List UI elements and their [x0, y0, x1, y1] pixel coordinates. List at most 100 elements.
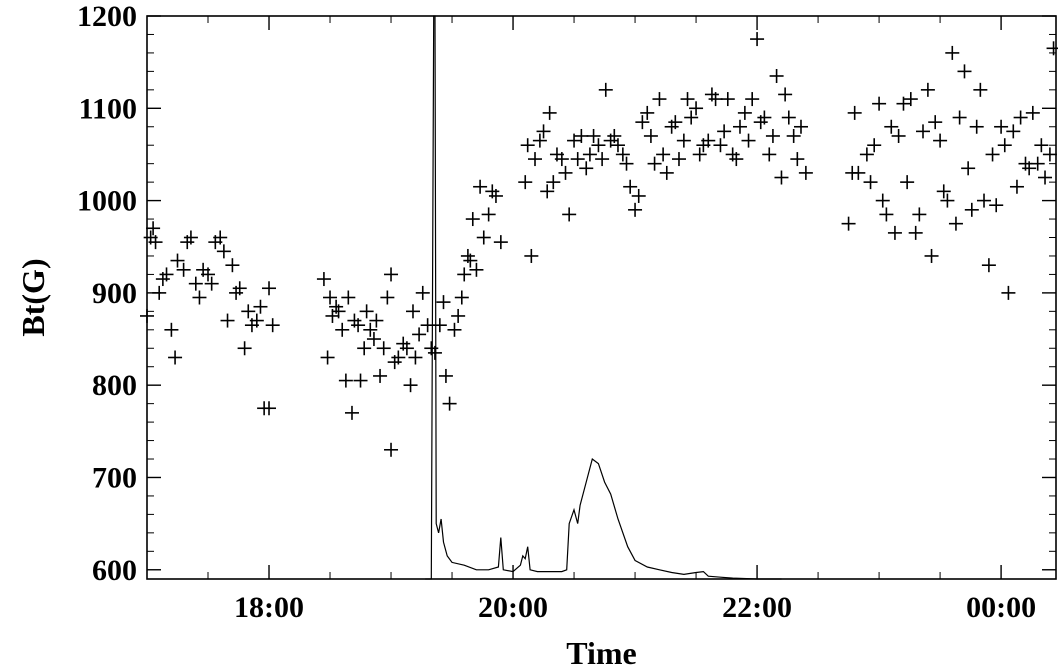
data-point	[872, 96, 887, 111]
data-point	[769, 68, 784, 83]
data-point	[493, 235, 508, 250]
data-point	[884, 119, 899, 134]
data-point	[570, 152, 585, 167]
data-point	[610, 138, 625, 153]
data-point	[476, 230, 491, 245]
data-point	[188, 276, 203, 291]
data-point	[757, 110, 772, 125]
data-point	[351, 318, 366, 333]
data-point	[615, 147, 630, 162]
data-point	[558, 165, 573, 180]
data-point	[798, 165, 813, 180]
data-point	[140, 308, 154, 323]
data-point	[647, 156, 662, 171]
data-point	[701, 133, 716, 148]
data-point	[554, 152, 569, 167]
data-point	[896, 96, 911, 111]
data-point	[879, 207, 894, 222]
data-point	[213, 230, 228, 245]
x-tick-label: 20:00	[478, 591, 548, 624]
data-point	[680, 92, 695, 107]
axis-ticks	[147, 15, 1056, 579]
data-point	[985, 147, 1000, 162]
plot-frame	[146, 15, 1057, 580]
data-point	[192, 290, 207, 305]
data-point	[732, 119, 747, 134]
data-point	[380, 290, 395, 305]
data-point	[676, 133, 691, 148]
y-tick-label: 600	[92, 554, 137, 587]
data-point	[438, 368, 453, 383]
y-axis-title: Bt(G)	[15, 258, 51, 336]
data-point	[745, 92, 760, 107]
flux-curve	[425, 15, 782, 580]
data-point	[989, 198, 1004, 213]
data-point	[316, 272, 331, 287]
data-point	[567, 133, 582, 148]
data-point	[631, 188, 646, 203]
x-tick-label: 22:00	[722, 591, 792, 624]
data-point	[656, 147, 671, 162]
data-point	[574, 128, 589, 143]
data-point	[1046, 41, 1058, 56]
data-point	[1001, 285, 1016, 300]
data-point	[249, 313, 264, 328]
data-point	[635, 115, 650, 130]
data-point	[859, 147, 874, 162]
data-point	[717, 124, 732, 139]
y-tick-label: 800	[92, 369, 137, 402]
y-tick-label: 1100	[79, 92, 137, 125]
data-point	[964, 202, 979, 217]
data-point	[786, 128, 801, 143]
data-point	[595, 152, 610, 167]
tick-labels: 600 700 800 900 1000 1100 1200 18:00 20:00 22:00 0…	[77, 0, 1036, 624]
data-point	[671, 152, 686, 167]
data-point	[997, 138, 1012, 153]
data-point	[689, 101, 704, 116]
data-point	[981, 258, 996, 273]
plot-border	[146, 15, 1057, 580]
data-point	[1025, 105, 1040, 120]
data-point	[928, 115, 943, 130]
data-point	[737, 105, 752, 120]
data-point	[536, 124, 551, 139]
data-point	[887, 225, 902, 240]
data-point	[366, 332, 381, 347]
data-point	[152, 285, 167, 300]
data-point	[363, 322, 378, 337]
y-tick-label: 900	[92, 277, 137, 310]
data-point	[875, 193, 890, 208]
data-point	[957, 64, 972, 79]
data-point	[164, 322, 179, 337]
data-point	[973, 82, 988, 97]
data-point	[369, 313, 384, 328]
data-point	[916, 124, 931, 139]
data-point	[353, 373, 368, 388]
data-point	[216, 244, 231, 259]
data-point	[643, 128, 658, 143]
data-point	[765, 128, 780, 143]
data-point	[708, 92, 723, 107]
data-point	[384, 442, 399, 457]
data-point	[969, 119, 984, 134]
data-point	[1013, 110, 1028, 125]
data-point	[427, 345, 442, 360]
data-point	[341, 290, 356, 305]
data-point	[473, 179, 488, 194]
x-tick-label: 00:00	[966, 591, 1036, 624]
data-point	[442, 396, 457, 411]
data-point	[851, 165, 866, 180]
data-point	[170, 253, 185, 268]
data-point	[373, 368, 388, 383]
data-point	[204, 276, 219, 291]
data-point	[518, 175, 533, 190]
data-point	[237, 341, 252, 356]
data-point	[399, 341, 414, 356]
data-point	[159, 267, 174, 282]
data-point	[532, 133, 547, 148]
x-tick-label: 18:00	[234, 591, 304, 624]
data-point	[1009, 179, 1024, 194]
data-point	[652, 92, 667, 107]
data-point	[891, 128, 906, 143]
data-point	[790, 152, 805, 167]
